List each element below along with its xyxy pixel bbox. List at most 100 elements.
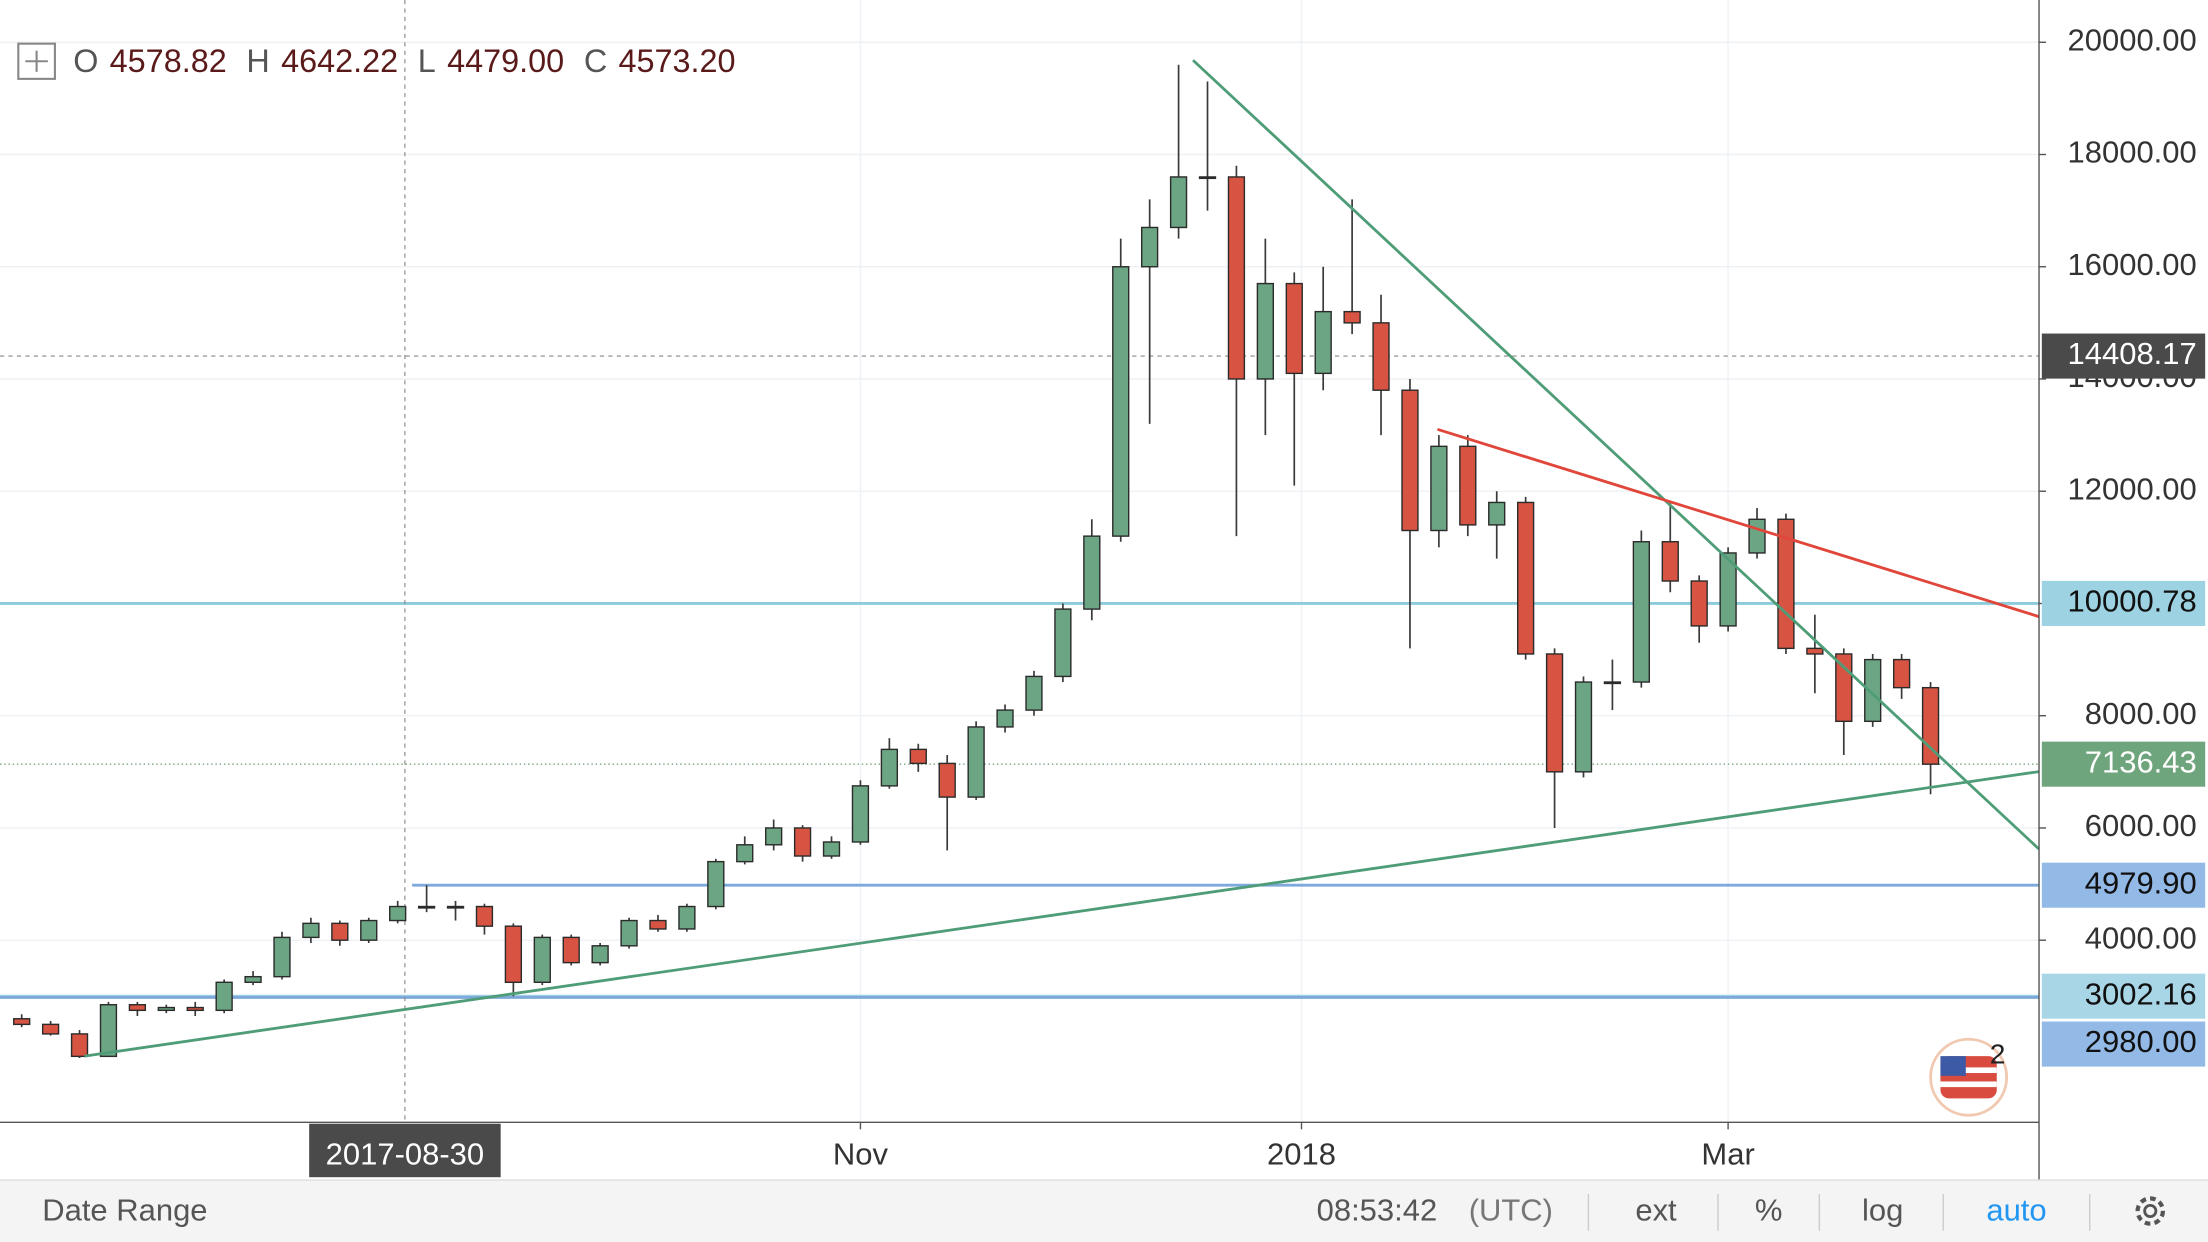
candle-body bbox=[41, 1023, 60, 1035]
price-label: 10000.78 bbox=[2068, 584, 2197, 619]
timezone[interactable]: (UTC) bbox=[1469, 1193, 1553, 1228]
crosshair-date-bg bbox=[309, 1123, 501, 1178]
price-label-bg bbox=[2041, 580, 2206, 626]
candle-body bbox=[417, 905, 436, 909]
candle-body bbox=[504, 925, 523, 983]
date-range-button[interactable]: Date Range bbox=[42, 1193, 207, 1228]
price-label: 14408.17 bbox=[2068, 336, 2197, 371]
alerts-badge[interactable]: 2 bbox=[1929, 1037, 2009, 1117]
x-tick-label: Mar bbox=[1701, 1136, 1754, 1171]
ohlc-value: 4578.82 bbox=[110, 43, 227, 79]
candle-body bbox=[1864, 658, 1882, 723]
ohlc-header: O 4578.82 H 4642.22 L 4479.00 C 4573.20 bbox=[17, 42, 736, 80]
settings-button[interactable] bbox=[2135, 1196, 2166, 1226]
candle-body bbox=[678, 905, 696, 930]
y-tick-label: 20000.00 bbox=[2068, 22, 2197, 57]
candle-body bbox=[475, 905, 494, 927]
price-label-bg bbox=[2041, 741, 2206, 787]
candle-body bbox=[938, 762, 956, 798]
price-label-bg bbox=[2041, 862, 2206, 908]
candle-body bbox=[1748, 518, 1766, 554]
candle-body bbox=[1285, 282, 1303, 375]
candle-body bbox=[533, 936, 551, 983]
candle-body bbox=[1661, 541, 1679, 582]
x-tick-label: 2018 bbox=[1267, 1136, 1336, 1171]
candle-body bbox=[1169, 176, 1188, 229]
flag-icon bbox=[1940, 1081, 1997, 1088]
candle-body bbox=[331, 922, 349, 941]
candle-body bbox=[967, 726, 985, 798]
candle-body bbox=[1083, 535, 1101, 610]
grid bbox=[0, 0, 2040, 1123]
clock: 08:53:42 bbox=[1317, 1193, 1438, 1228]
candle-body bbox=[273, 936, 291, 978]
ohlc-value: 4642.22 bbox=[281, 43, 398, 79]
candle-body bbox=[215, 981, 233, 1012]
crosshair-date-label: 2017-08-30 bbox=[326, 1136, 484, 1171]
badge-count: 2 bbox=[1990, 1039, 2006, 1070]
candle-body bbox=[562, 936, 580, 964]
candle-body bbox=[1054, 608, 1072, 678]
candle-body bbox=[302, 922, 320, 939]
log-button[interactable]: log bbox=[1862, 1193, 1903, 1228]
candle-body bbox=[1372, 322, 1390, 391]
price-label-bg bbox=[2041, 973, 2206, 1019]
flag-icon bbox=[1940, 1067, 1997, 1074]
candle-body bbox=[909, 748, 927, 765]
candle-body bbox=[649, 919, 667, 930]
candle-body bbox=[765, 827, 783, 846]
bottom-toolbar: Date Range 08:53:42 (UTC) ext % log auto bbox=[0, 1179, 2208, 1242]
ohlc-values: O 4578.82 H 4642.22 L 4479.00 C 4573.20 bbox=[73, 43, 735, 79]
candle-body bbox=[1632, 541, 1650, 683]
candle-body bbox=[1516, 501, 1535, 655]
candle-body bbox=[99, 1004, 118, 1058]
price-label: 7136.43 bbox=[2085, 744, 2197, 779]
candle-body bbox=[1459, 445, 1477, 526]
ohlc-value: 4573.20 bbox=[619, 43, 736, 79]
percent-button[interactable]: % bbox=[1755, 1193, 1783, 1228]
candle-body bbox=[1401, 389, 1419, 532]
candle-body bbox=[1488, 501, 1506, 526]
y-tick-label: 8000.00 bbox=[2085, 696, 2197, 731]
candle-body bbox=[244, 975, 262, 983]
candle-body bbox=[389, 905, 407, 922]
candle-body bbox=[1025, 675, 1043, 711]
candle-body bbox=[1141, 226, 1159, 268]
candle-body bbox=[1112, 266, 1130, 537]
y-tick-label: 16000.00 bbox=[2068, 247, 2197, 282]
price-label-bg bbox=[2041, 1021, 2206, 1067]
candle-body bbox=[1835, 653, 1853, 723]
candle-body bbox=[1343, 310, 1361, 324]
ohlc-key: L bbox=[418, 43, 436, 79]
candle-body bbox=[1603, 681, 1622, 685]
candle-body bbox=[851, 785, 870, 843]
candle-body bbox=[996, 709, 1014, 728]
candle-body bbox=[1256, 282, 1275, 380]
candle-body bbox=[620, 919, 638, 947]
candle-body bbox=[822, 841, 841, 857]
ohlc-key: H bbox=[246, 43, 269, 79]
price-label: 3002.16 bbox=[2085, 976, 2197, 1011]
candle-body bbox=[446, 905, 465, 909]
candle-body bbox=[157, 1006, 175, 1012]
ext-button[interactable]: ext bbox=[1635, 1193, 1677, 1228]
candle-body bbox=[1690, 580, 1708, 627]
candle-body bbox=[13, 1018, 31, 1026]
candle-body bbox=[128, 1004, 147, 1012]
gear-icon bbox=[2135, 1196, 2166, 1226]
ohlc-value: 4479.00 bbox=[447, 43, 564, 79]
price-label: 4979.90 bbox=[2085, 865, 2197, 900]
gear-icon bbox=[2143, 1203, 2158, 1219]
ohlc-key: O bbox=[73, 43, 98, 79]
price-label: 2980.00 bbox=[2085, 1024, 2197, 1059]
auto-button[interactable]: auto bbox=[1986, 1193, 2046, 1228]
y-tick-label: 6000.00 bbox=[2085, 808, 2197, 843]
y-tick-label: 18000.00 bbox=[2068, 135, 2197, 170]
candle-body bbox=[880, 748, 899, 787]
ohlc-key: C bbox=[584, 43, 607, 79]
candle-body bbox=[1227, 176, 1246, 380]
axes: 4000.006000.008000.0010000.0012000.00140… bbox=[309, 22, 2206, 1178]
